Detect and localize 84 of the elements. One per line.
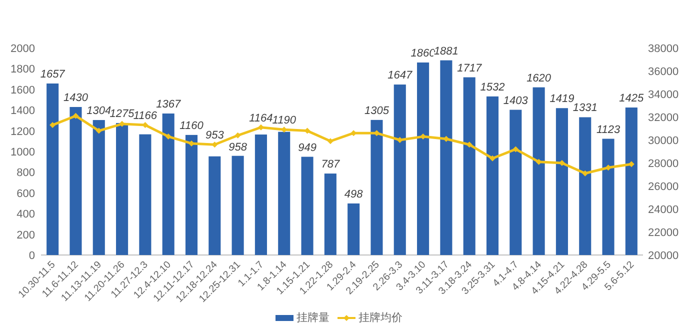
data-label: 949 (298, 142, 316, 154)
data-label: 787 (321, 158, 340, 171)
y2-tick-label: 36000 (648, 66, 679, 78)
y-tick-label: 1600 (10, 84, 35, 96)
y-tick-label: 1800 (10, 64, 35, 76)
data-label: 1532 (480, 81, 505, 94)
bar (116, 123, 128, 255)
bar (301, 156, 314, 255)
data-label: 1881 (434, 45, 458, 58)
y2-tick-label: 32000 (648, 112, 679, 124)
y2-tick-label: 28000 (648, 158, 679, 170)
bar (46, 84, 59, 255)
bar (556, 108, 568, 255)
data-label: 1403 (503, 94, 529, 107)
data-label: 1160 (180, 120, 204, 132)
y-tick-label: 1200 (10, 126, 35, 138)
bar (486, 96, 499, 255)
data-label: 1331 (572, 102, 598, 114)
y2-tick-label: 38000 (648, 43, 679, 55)
bar (370, 120, 383, 255)
legend-label: 挂牌均价 (358, 311, 402, 324)
data-label: 1305 (364, 104, 390, 117)
bar (510, 110, 522, 255)
bar (162, 114, 174, 255)
bar (208, 156, 221, 255)
y-tick-label: 400 (16, 208, 35, 221)
data-label: 1430 (63, 92, 89, 104)
data-label: 1166 (133, 110, 158, 122)
y-tick-label: 2000 (10, 43, 35, 55)
point (234, 132, 241, 138)
data-label: 1657 (40, 68, 66, 80)
point (72, 112, 79, 119)
y-tick-label: 800 (16, 167, 35, 180)
data-label: 1717 (457, 62, 482, 74)
data-label: 1620 (526, 72, 552, 84)
bar (463, 77, 476, 255)
bar (625, 108, 638, 255)
bar (278, 132, 290, 255)
y2-tick-label: 22000 (648, 227, 679, 239)
data-label: 1123 (596, 124, 621, 136)
bar (579, 117, 592, 255)
y-tick-label: 200 (16, 229, 35, 242)
bar (394, 84, 406, 255)
bar (185, 134, 198, 255)
point (165, 134, 172, 140)
bar (232, 156, 244, 255)
point (466, 142, 472, 148)
data-label: 1419 (550, 93, 574, 106)
point (490, 155, 496, 162)
y2-tick-label: 30000 (648, 135, 679, 147)
bar (417, 62, 430, 255)
bar (532, 87, 545, 255)
data-label: 1164 (249, 112, 273, 124)
legend-label: 挂牌量 (296, 311, 330, 324)
bar (324, 174, 336, 255)
point (96, 128, 102, 134)
point (50, 122, 56, 128)
data-label: 1367 (156, 98, 182, 111)
data-label: 1190 (272, 114, 297, 127)
data-label: 1425 (619, 92, 645, 105)
bar (440, 60, 452, 255)
data-label: 953 (205, 130, 225, 142)
y-tick-label: 600 (16, 188, 35, 200)
bar (92, 120, 105, 255)
y-tick-label: 0 (28, 250, 35, 262)
bar (254, 134, 267, 255)
bar (602, 138, 614, 255)
data-label: 1647 (388, 70, 413, 82)
data-label: 1860 (410, 47, 436, 60)
point (512, 146, 519, 152)
y2-tick-label: 34000 (648, 89, 679, 101)
y2-tick-label: 20000 (648, 250, 679, 262)
data-label: 1304 (86, 105, 112, 118)
y2-tick-label: 24000 (648, 204, 679, 216)
bar (348, 203, 360, 255)
bar (70, 106, 82, 255)
data-label: 958 (228, 141, 248, 154)
data-label: 498 (344, 188, 364, 200)
y-tick-label: 1400 (10, 105, 35, 118)
data-label: 1275 (110, 108, 136, 120)
y-tick-label: 1000 (10, 146, 35, 158)
point (327, 138, 334, 144)
y2-tick-label: 26000 (648, 181, 679, 193)
bar (139, 134, 152, 255)
